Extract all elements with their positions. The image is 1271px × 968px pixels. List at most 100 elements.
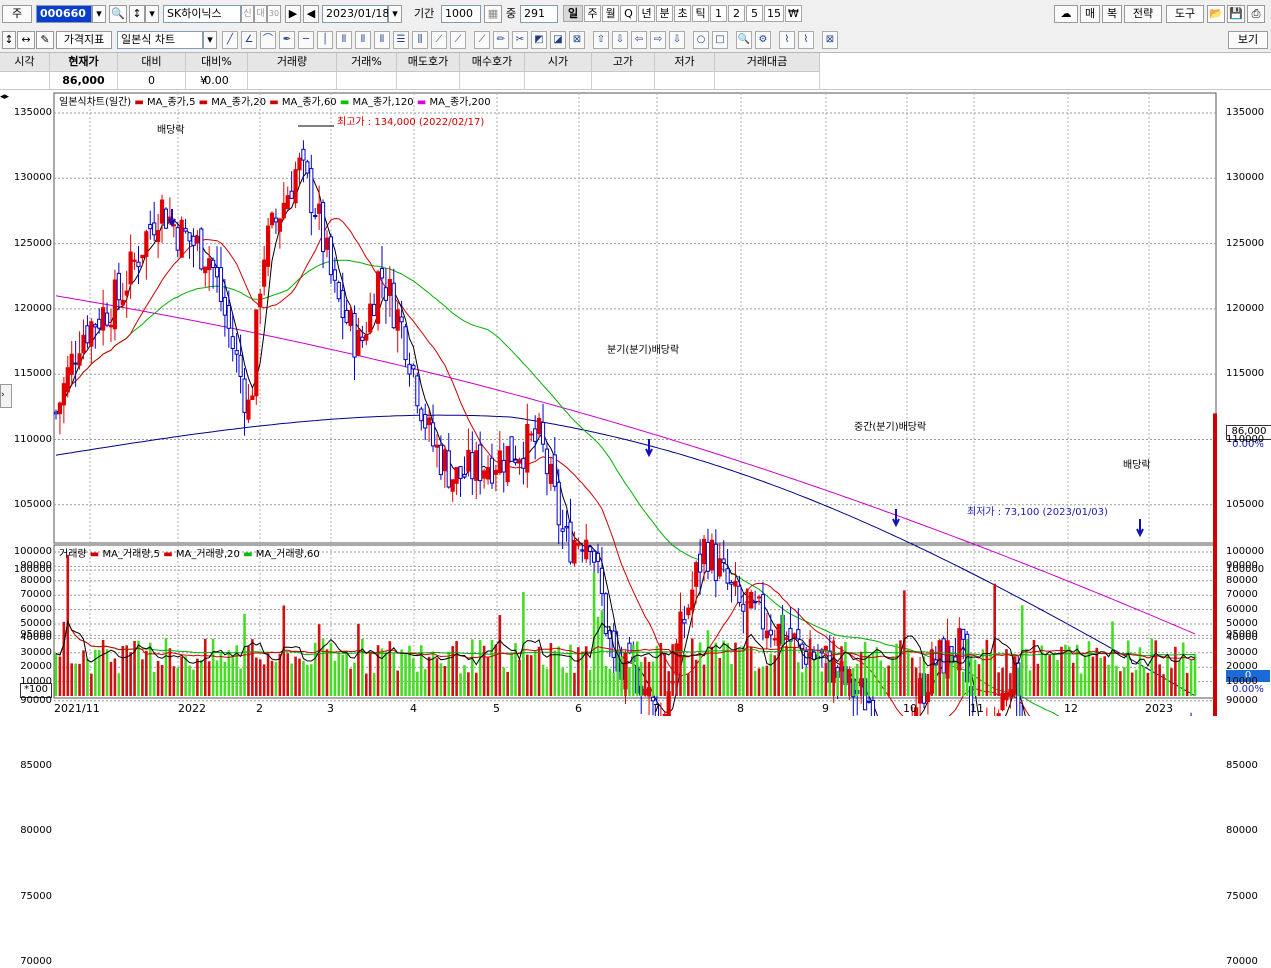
- toolbar-button-3[interactable]: 도구: [1166, 5, 1204, 23]
- expand-icon[interactable]: ↔: [17, 31, 35, 49]
- pen-icon[interactable]: ✒: [279, 31, 295, 49]
- print-icon[interactable]: ⎙: [1247, 5, 1265, 23]
- right-arrow-icon[interactable]: ⇨: [650, 31, 666, 49]
- period-tab-11[interactable]: 15: [764, 5, 784, 22]
- volume-bar-14: [109, 661, 113, 696]
- diag2-icon[interactable]: ⟋: [450, 31, 466, 49]
- left-panel-toggle[interactable]: ›: [0, 384, 12, 408]
- period-tab-8[interactable]: 1: [710, 5, 727, 22]
- hline-icon[interactable]: ─: [298, 31, 314, 49]
- angle-icon[interactable]: ∠: [241, 31, 257, 49]
- period-tab-6[interactable]: 초: [674, 5, 691, 22]
- date-input[interactable]: 2023/01/18: [322, 5, 389, 23]
- candle-body-132: [572, 539, 577, 564]
- collapse-icon[interactable]: ↕: [2, 31, 16, 49]
- circle-icon[interactable]: ○: [693, 31, 709, 49]
- period-tab-0[interactable]: 일: [563, 5, 583, 22]
- volume-bar-212: [887, 665, 890, 696]
- chart-type-dropdown[interactable]: ▾: [203, 31, 217, 49]
- period-tab-1[interactable]: 주: [584, 5, 601, 22]
- folder-icon[interactable]: 📂: [1207, 5, 1225, 23]
- stock-name-field[interactable]: SK하이닉스: [163, 5, 241, 23]
- volume-bar-107: [474, 672, 478, 696]
- wave2-icon[interactable]: ⌇: [798, 31, 814, 49]
- period-tab-12[interactable]: ₩: [785, 5, 802, 22]
- period-tab-3[interactable]: Q: [620, 5, 637, 22]
- zoom-icon[interactable]: 🔍: [736, 31, 752, 49]
- diag3-icon[interactable]: ⟋: [474, 31, 490, 49]
- volume-bar-184: [777, 641, 780, 696]
- candle-body-1: [57, 402, 63, 415]
- down-arrow-icon[interactable]: ⇩: [612, 31, 628, 49]
- fill1-icon[interactable]: ◩: [531, 31, 547, 49]
- channel-icon[interactable]: ⫼: [412, 31, 428, 49]
- up-arrow-icon[interactable]: ⇧: [593, 31, 609, 49]
- chart-type-select[interactable]: 일본식 차트: [117, 31, 203, 49]
- price-indicator-button[interactable]: 가격지표: [56, 31, 112, 49]
- price-ytick-right-7: 100000: [1226, 564, 1265, 576]
- diag1-icon[interactable]: ⟋: [431, 31, 447, 49]
- toolbar-button-2[interactable]: 전략: [1124, 5, 1162, 23]
- volume-bar-51: [255, 657, 258, 696]
- stock-chart[interactable]: [0, 91, 1271, 716]
- volume-bar-76: [353, 662, 356, 696]
- left-arrow-icon[interactable]: ⇦: [631, 31, 647, 49]
- edit-icon[interactable]: ✎: [36, 31, 54, 49]
- toolbar-button-1[interactable]: 복: [1102, 5, 1122, 23]
- fill2-icon[interactable]: ◪: [550, 31, 566, 49]
- wave1-icon[interactable]: ⌇: [779, 31, 795, 49]
- search-icon[interactable]: 🔍: [109, 5, 127, 23]
- view-button[interactable]: 보기: [1228, 31, 1268, 49]
- volume-bar-159: [679, 648, 682, 696]
- save-icon[interactable]: 💾: [1227, 5, 1245, 23]
- volume-bar-114: [502, 667, 506, 696]
- back-icon[interactable]: ◀: [303, 5, 319, 23]
- period-tab-5[interactable]: 분: [656, 5, 673, 22]
- volume-bar-10: [93, 649, 97, 696]
- vline-icon[interactable]: │: [317, 31, 333, 49]
- trendline-icon[interactable]: ╱: [222, 31, 238, 49]
- volume-bar-68: [321, 638, 325, 696]
- period-tab-7[interactable]: 틱: [692, 5, 709, 22]
- box-icon[interactable]: ⊠: [569, 31, 585, 49]
- period-tab-9[interactable]: 2: [728, 5, 745, 22]
- fib1-icon[interactable]: ⦀: [336, 31, 352, 49]
- volume-bar-110: [486, 656, 490, 696]
- volume-bar-187: [789, 641, 792, 696]
- cloud-icon[interactable]: ☁: [1054, 5, 1078, 23]
- code-dropdown[interactable]: ▾: [92, 5, 106, 23]
- period-input[interactable]: 1000: [441, 5, 481, 23]
- play-icon[interactable]: ▶: [285, 5, 301, 23]
- volume-bar-153: [655, 645, 659, 696]
- volume-bar-29: [168, 648, 172, 696]
- candle-body-83: [379, 268, 385, 279]
- volume-bar-252: [1044, 653, 1048, 696]
- volume-bar-243: [1009, 673, 1012, 696]
- pencil-icon[interactable]: ✏: [493, 31, 509, 49]
- volume-bar-75: [349, 668, 352, 696]
- delete-icon[interactable]: ⊠: [822, 31, 838, 49]
- sort-dropdown[interactable]: ▾: [145, 5, 159, 23]
- fib3-icon[interactable]: ⦀: [374, 31, 390, 49]
- cut-icon[interactable]: ✂: [512, 31, 528, 49]
- gann-icon[interactable]: ☰: [393, 31, 409, 49]
- candle-body-162: [690, 589, 695, 611]
- stock-code-input[interactable]: 000660: [36, 5, 92, 23]
- toolbar-button-0[interactable]: 매: [1080, 5, 1100, 23]
- calendar-dropdown[interactable]: ▾: [388, 5, 402, 23]
- sort-icon[interactable]: ↕: [129, 5, 145, 23]
- down2-icon[interactable]: ⇩: [669, 31, 685, 49]
- period-tab-4[interactable]: 년: [638, 5, 655, 22]
- rect-icon[interactable]: □: [712, 31, 728, 49]
- period-tab-10[interactable]: 5: [746, 5, 763, 22]
- fib2-icon[interactable]: ⦀: [355, 31, 371, 49]
- volume-bar-95: [427, 656, 431, 696]
- grid-icon[interactable]: ▦: [484, 5, 502, 23]
- market-type-button[interactable]: 주: [2, 5, 32, 23]
- period-tab-2[interactable]: 월: [602, 5, 619, 22]
- arc-icon[interactable]: ⌒: [260, 31, 276, 49]
- count-input[interactable]: 291: [520, 5, 558, 23]
- scroll-arrows-icon[interactable]: ◂▸: [0, 92, 10, 102]
- settings-icon[interactable]: ⚙: [755, 31, 771, 49]
- candle-body-170: [721, 558, 726, 564]
